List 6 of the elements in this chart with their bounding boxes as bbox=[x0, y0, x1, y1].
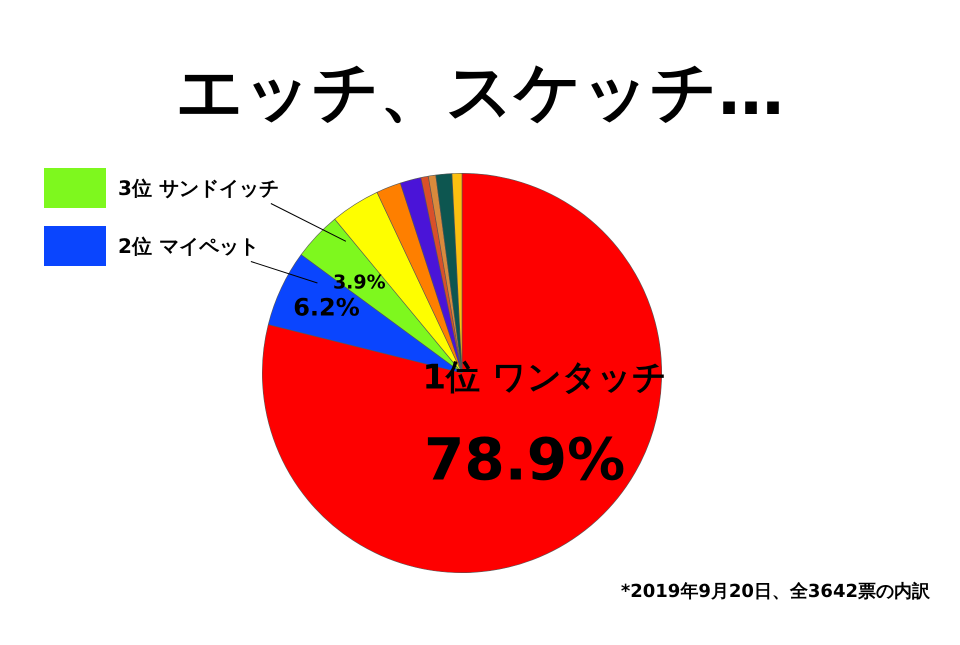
text: *2019年9月20日、全3642票の内訳 bbox=[620, 580, 930, 603]
data-label: 6.2% bbox=[293, 293, 360, 322]
chart-title: エッチ、スケッチ… bbox=[175, 52, 785, 132]
legend-label: 3位 サンドイッチ bbox=[118, 174, 279, 202]
legend-label: 2位 マイペット bbox=[118, 232, 259, 260]
data-label: 78.9% bbox=[424, 426, 626, 494]
